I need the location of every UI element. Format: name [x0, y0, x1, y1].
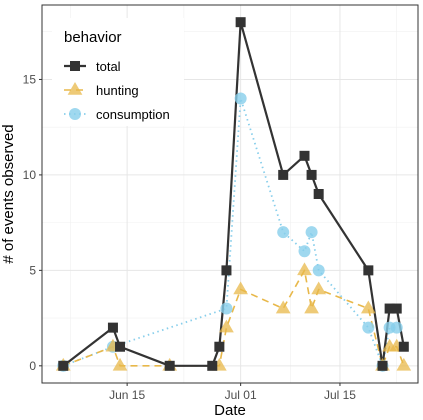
y-tick-label: 15 — [23, 72, 37, 86]
data-point-total — [115, 341, 126, 352]
data-point-total — [221, 265, 232, 276]
plot-border — [41, 4, 419, 384]
data-point-total — [363, 265, 374, 276]
legend-items: total hunting consumption — [64, 59, 170, 122]
data-point-total — [377, 360, 388, 371]
data-point-hunting — [297, 262, 312, 276]
legend-key-square-icon — [70, 61, 80, 71]
data-point-consumption — [220, 302, 233, 315]
legend-background — [52, 18, 184, 126]
data-point-total — [306, 169, 317, 180]
data-point-total — [278, 169, 289, 180]
data-point-consumption — [312, 264, 325, 277]
y-tick-label: 10 — [23, 168, 37, 182]
series-line-hunting — [62, 269, 405, 367]
data-point-consumption — [362, 321, 375, 334]
legend-label: total — [96, 59, 121, 74]
legend: behavior total hunting consumption — [52, 18, 184, 126]
x-axis: Jun 15 Jul 01 Jul 15 — [109, 383, 356, 402]
data-point-total — [299, 150, 310, 161]
data-point-hunting — [112, 357, 128, 371]
y-tick-label: 5 — [29, 263, 36, 277]
data-point-total — [164, 360, 175, 371]
legend-item-hunting: hunting — [64, 82, 139, 98]
x-tick-label: Jul 15 — [324, 388, 356, 402]
data-point-consumption — [234, 92, 247, 105]
data-point-total — [58, 360, 69, 371]
data-point-consumption — [298, 245, 311, 258]
data-point-total — [384, 303, 395, 314]
legend-item-consumption: consumption — [64, 107, 170, 122]
legend-label: hunting — [96, 83, 139, 98]
y-axis-title: # of events observed — [0, 124, 17, 263]
legend-item-total: total — [64, 59, 121, 74]
data-point-total — [313, 189, 324, 199]
data-point-total — [207, 360, 218, 371]
data-point-total — [391, 303, 402, 314]
data-point-consumption — [305, 226, 318, 239]
data-point-total — [107, 322, 118, 333]
data-point-total — [214, 341, 225, 352]
data-point-hunting — [233, 281, 249, 295]
data-point-total — [398, 341, 409, 352]
legend-key-triangle-icon — [67, 82, 83, 95]
x-tick-label: Jul 01 — [225, 388, 257, 402]
data-point-hunting — [219, 319, 234, 333]
series-markers — [55, 17, 412, 372]
data-point-consumption — [277, 226, 290, 239]
y-tick-label: 0 — [29, 359, 36, 373]
data-point-hunting — [275, 300, 291, 314]
data-point-total — [235, 17, 246, 28]
legend-title: behavior — [64, 29, 122, 46]
data-point-hunting — [304, 300, 319, 314]
x-axis-title: Date — [214, 402, 246, 419]
y-axis: 0 5 10 15 — [23, 72, 42, 373]
data-point-hunting — [396, 357, 412, 371]
legend-key-circle-icon — [69, 108, 81, 120]
data-point-hunting — [311, 281, 327, 295]
legend-label: consumption — [96, 107, 170, 122]
x-tick-label: Jun 15 — [109, 388, 145, 402]
data-point-hunting — [360, 300, 376, 314]
data-point-consumption — [390, 321, 403, 334]
